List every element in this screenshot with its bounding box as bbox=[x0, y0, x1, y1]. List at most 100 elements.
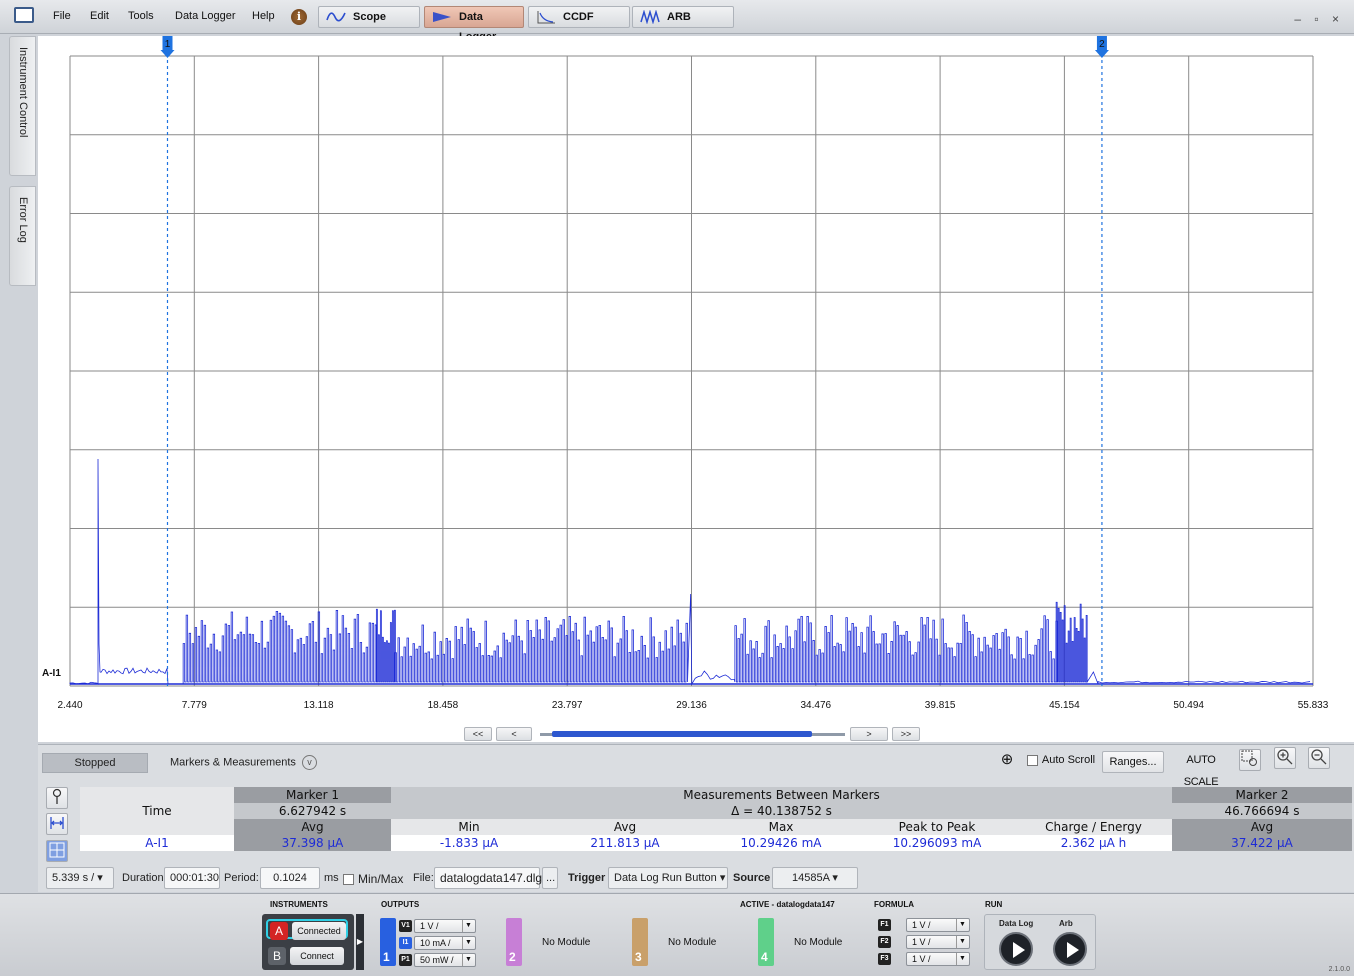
charge-header: Charge / Energy bbox=[1015, 819, 1172, 835]
marker-spread-icon[interactable] bbox=[46, 813, 68, 835]
markers-measurements-toggle[interactable]: Markers & Measurements v bbox=[170, 755, 317, 770]
f1-range-select[interactable]: 1 V / ▼ bbox=[906, 918, 970, 932]
file-input[interactable]: datalogdata147.dlg bbox=[434, 867, 542, 889]
instrument-a-button[interactable]: A Connected bbox=[266, 919, 348, 940]
x-tick-label: 29.136 bbox=[676, 700, 707, 711]
crosshair-icon[interactable]: ⊕ bbox=[1000, 751, 1014, 768]
period-label: Period: bbox=[224, 872, 259, 884]
minmax-checkbox[interactable] bbox=[343, 874, 354, 886]
info-icon[interactable]: i bbox=[291, 9, 307, 25]
v1-range-select[interactable]: 1 V / ▼ bbox=[414, 919, 476, 933]
scroll-prev-button[interactable]: < bbox=[496, 727, 532, 741]
f2-formula-icon[interactable]: F2 bbox=[878, 936, 891, 948]
window-controls[interactable]: – ▫ × bbox=[1294, 12, 1344, 26]
slot-1[interactable]: 1 bbox=[380, 918, 396, 966]
auto-scale-button[interactable]: AUTO SCALE bbox=[1183, 754, 1219, 788]
channel-row-label: A-I1 bbox=[80, 835, 234, 851]
menu-data-logger[interactable]: Data Logger bbox=[175, 10, 236, 22]
x-tick-label: 55.833 bbox=[1298, 700, 1329, 711]
menu-bar: File Edit Tools Data Logger Help i Scope… bbox=[0, 0, 1354, 43]
side-tab-instrument-control[interactable]: Instrument Control bbox=[9, 36, 36, 176]
slot-2[interactable]: 2 bbox=[506, 918, 522, 966]
dropdown-arrow-icon: ▾ bbox=[719, 872, 726, 884]
tab-scope-label: Scope bbox=[353, 11, 387, 23]
f3-range-select[interactable]: 1 V / ▼ bbox=[906, 952, 970, 966]
menu-help[interactable]: Help bbox=[252, 10, 275, 22]
expand-chevron-icon[interactable]: v bbox=[302, 755, 317, 770]
v1-channel-icon[interactable]: V1 bbox=[399, 920, 412, 932]
max-header: Max bbox=[703, 819, 859, 835]
f1-formula-icon[interactable]: F1 bbox=[878, 919, 891, 931]
marker1-avg-header: Avg bbox=[234, 819, 391, 835]
config-bar: 5.339 s / ▾ Duration: 000:01:30 Period: … bbox=[42, 867, 1352, 891]
menu-file[interactable]: File bbox=[53, 10, 71, 22]
tab-arb[interactable]: ARB bbox=[632, 6, 734, 28]
grid-toggle-icon[interactable] bbox=[46, 840, 68, 862]
menu-tools[interactable]: Tools bbox=[128, 10, 154, 22]
slot-3-number: 3 bbox=[635, 950, 642, 964]
x-tick-label: 18.458 bbox=[428, 700, 459, 711]
p2p-header: Peak to Peak bbox=[859, 819, 1015, 835]
marker-tool-icon[interactable] bbox=[46, 787, 68, 809]
bottom-dock: INSTRUMENTS OUTPUTS ACTIVE - datalogdata… bbox=[0, 893, 1354, 976]
ranges-button[interactable]: Ranges... bbox=[1102, 751, 1164, 773]
marker-1-number: 1 bbox=[165, 39, 171, 50]
minmax-toggle[interactable]: Min/Max bbox=[343, 872, 403, 886]
auto-scroll-checkbox[interactable] bbox=[1026, 754, 1038, 766]
dropdown-arrow-icon: ▼ bbox=[956, 919, 968, 931]
file-browse-button[interactable]: ... bbox=[542, 867, 558, 889]
timebase-select[interactable]: 5.339 s / ▾ bbox=[46, 867, 114, 889]
p2p-value: 10.296093 mA bbox=[859, 835, 1015, 851]
zoom-box-icon[interactable] bbox=[1239, 749, 1261, 771]
instrument-b-button[interactable]: B Connect bbox=[266, 946, 348, 966]
auto-scroll-toggle[interactable]: Auto Scroll bbox=[1026, 749, 1096, 773]
i1-range-value: 10 mA / bbox=[420, 938, 451, 948]
run-datalog-button[interactable] bbox=[999, 932, 1033, 966]
source-value: 14585A bbox=[792, 872, 830, 884]
graph-canvas[interactable]: 2.440 7.779 13.118 18.458 23.797 29.136 34.476… bbox=[38, 36, 1354, 742]
scroll-first-button[interactable]: << bbox=[464, 727, 492, 741]
instrument-b-status: Connect bbox=[290, 947, 344, 965]
run-section: Data Log Arb bbox=[984, 914, 1096, 970]
zoom-in-icon[interactable] bbox=[1274, 747, 1296, 769]
trigger-select[interactable]: Data Log Run Button ▾ bbox=[608, 867, 728, 889]
i1-channel-icon[interactable]: I1 bbox=[399, 937, 412, 949]
data-log-graph[interactable]: 2.440 7.779 13.118 18.458 23.797 29.136 34.476… bbox=[38, 36, 1354, 742]
duration-input[interactable]: 000:01:30 bbox=[164, 867, 220, 889]
side-tab-error-log[interactable]: Error Log bbox=[9, 186, 36, 286]
dropdown-arrow-icon: ▼ bbox=[462, 920, 474, 932]
slot-1-number: 1 bbox=[383, 950, 390, 964]
marker1-time: 6.627942 s bbox=[234, 803, 391, 819]
i1-range-select[interactable]: 10 mA / ▼ bbox=[414, 936, 476, 950]
menu-edit[interactable]: Edit bbox=[90, 10, 109, 22]
source-select[interactable]: 14585A ▾ bbox=[772, 867, 858, 889]
a-i1-trace bbox=[69, 458, 1311, 686]
instrument-a-letter: A bbox=[270, 922, 288, 940]
scroll-next-button[interactable]: > bbox=[850, 727, 888, 741]
zoom-out-icon[interactable] bbox=[1308, 747, 1330, 769]
instruments-heading: INSTRUMENTS bbox=[270, 900, 328, 909]
scroll-thumb[interactable] bbox=[552, 731, 812, 737]
tab-data-logger[interactable]: Data Logger bbox=[424, 6, 524, 43]
tab-scope[interactable]: Scope bbox=[318, 6, 420, 28]
zoom-in-glyph bbox=[1277, 749, 1293, 765]
p1-range-select[interactable]: 50 mW / ▼ bbox=[414, 953, 476, 967]
expand-arrow-icon[interactable]: ▶ bbox=[356, 914, 364, 970]
app-monitor-icon[interactable] bbox=[14, 7, 34, 23]
scroll-last-button[interactable]: >> bbox=[892, 727, 920, 741]
p1-channel-icon[interactable]: P1 bbox=[399, 954, 412, 966]
markers-measurements-label: Markers & Measurements bbox=[170, 756, 296, 769]
f2-range-select[interactable]: 1 V / ▼ bbox=[906, 935, 970, 949]
f3-formula-icon[interactable]: F3 bbox=[878, 953, 891, 965]
x-tick-label: 50.494 bbox=[1173, 700, 1204, 711]
slot-3[interactable]: 3 bbox=[632, 918, 648, 966]
f2-range-value: 1 V / bbox=[912, 937, 931, 947]
avg-value: 211.813 µA bbox=[547, 835, 703, 851]
active-file-heading: ACTIVE - datalogdata147 bbox=[740, 900, 835, 909]
status-indicator: Stopped bbox=[42, 753, 148, 773]
period-input[interactable]: 0.1024 bbox=[260, 867, 320, 889]
tab-ccdf[interactable]: CCDF bbox=[528, 6, 630, 28]
run-arb-button[interactable] bbox=[1053, 932, 1087, 966]
slot-4[interactable]: 4 bbox=[758, 918, 774, 966]
